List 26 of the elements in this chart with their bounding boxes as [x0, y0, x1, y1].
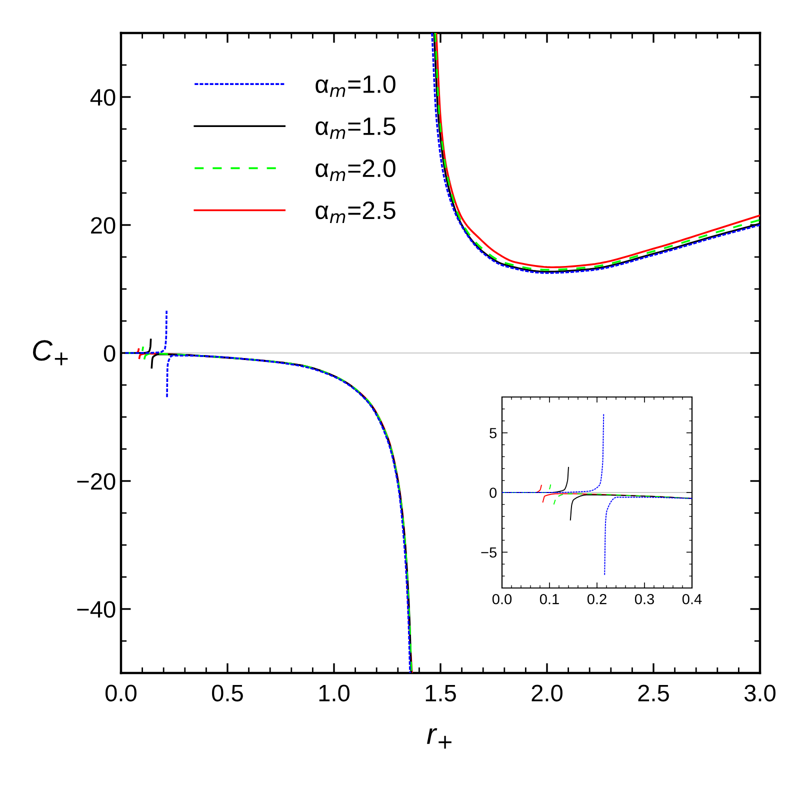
y-tick-label: −40 [77, 601, 116, 618]
x-tick-label: 1.0 [319, 684, 350, 702]
legend-label: α$_{m}$=1.0 [316, 75, 396, 97]
y-tick-label: −5 [481, 547, 497, 558]
x-tick-label: 0.0 [106, 684, 136, 702]
x-tick-label: 2.0 [532, 684, 562, 702]
y-axis-title: C$_{+}$ [33, 340, 68, 366]
y-tick-label: 5 [490, 428, 497, 438]
legend-label: α$_{m}$=1.5 [316, 118, 396, 139]
y-tick-label: 40 [90, 89, 116, 106]
x-tick-label: 0.1 [540, 594, 559, 604]
x-tick-label: 0.5 [212, 684, 243, 702]
x-tick-label: 0.3 [634, 594, 654, 604]
x-tick-label: 0.4 [682, 594, 702, 604]
legend-label: α$_{m}$=2.5 [316, 201, 396, 224]
y-tick-label: 0 [490, 488, 497, 498]
y-tick-label: −20 [77, 473, 116, 490]
x-tick-label: 3.0 [744, 684, 776, 702]
x-tick-label: 2.5 [638, 684, 669, 702]
y-tick-label: 20 [91, 217, 116, 234]
x-tick-label: 0.2 [587, 594, 606, 604]
legend-label: α$_{m}$=2.0 [316, 159, 396, 181]
x-tick-label: 0.0 [492, 594, 512, 604]
x-axis-title: r$_{+}$ [426, 728, 452, 749]
y-tick-label: 0 [104, 345, 116, 362]
x-tick-label: 1.5 [426, 684, 456, 702]
